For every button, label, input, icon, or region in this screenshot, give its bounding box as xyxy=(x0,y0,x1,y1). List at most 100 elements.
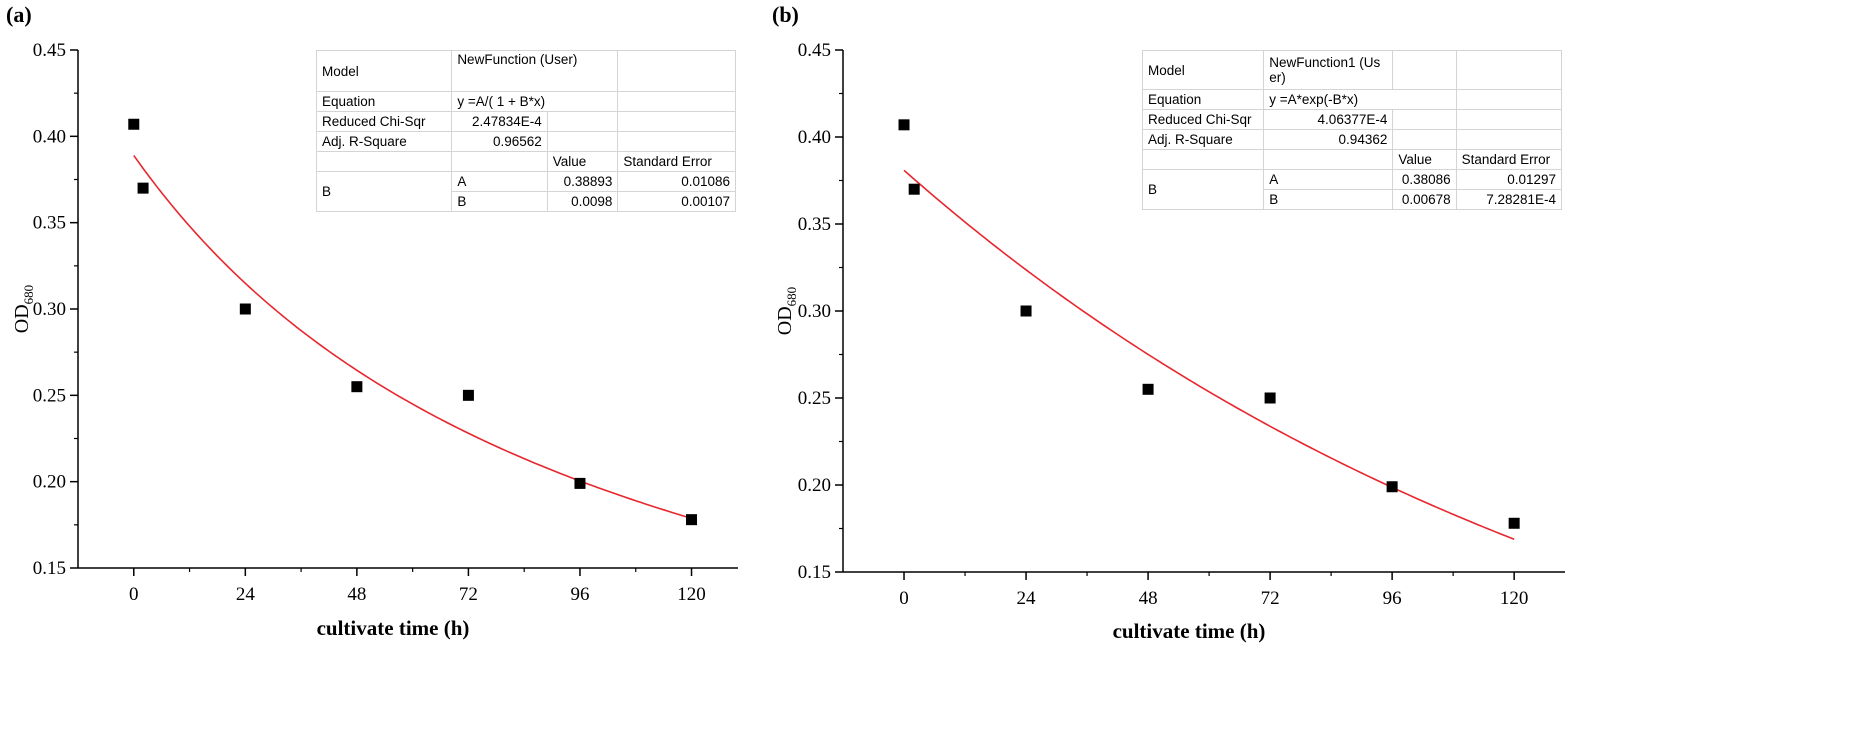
y-tick-label: 0.35 xyxy=(33,213,66,234)
data-point xyxy=(574,477,586,489)
param-value: 0.38086 xyxy=(1392,169,1457,190)
model-value-line2: er) xyxy=(1269,70,1286,85)
equation-value: y =A*exp(-B*x) xyxy=(1263,89,1457,110)
x-tick-label: 48 xyxy=(1139,588,1158,609)
y-tick-label: 0.45 xyxy=(33,40,66,61)
x-tick-label: 96 xyxy=(570,584,589,605)
y-tick-label: 0.15 xyxy=(33,558,66,579)
chart-panel-a: (a) 0.15 0.20 0.25 0.30 0.35 0.40 0.45 0 24 48 72 96… xyxy=(6,2,738,640)
panel-label: (b) xyxy=(772,2,799,27)
data-point xyxy=(462,389,474,401)
y-tick-label: 0.25 xyxy=(33,385,66,406)
y-tick-label: 0.15 xyxy=(798,562,831,583)
data-point xyxy=(1508,517,1520,529)
table-row: B A 0.38086 0.01297 xyxy=(1141,169,1563,210)
model-label: Model xyxy=(1141,50,1265,90)
y-tick-label: 0.45 xyxy=(798,40,831,61)
group-label: B xyxy=(315,171,453,212)
x-tick-label: 72 xyxy=(459,584,478,605)
param-name: A xyxy=(451,171,548,192)
data-point xyxy=(1020,305,1032,317)
data-point xyxy=(137,182,149,194)
table-row: Equation y =A*exp(-B*x) xyxy=(1141,89,1563,110)
x-axis-title: cultivate time (h) xyxy=(317,616,470,640)
y-axis-title: OD680 xyxy=(11,285,36,333)
x-tick-label: 24 xyxy=(236,584,256,605)
group-label: B xyxy=(1141,169,1265,210)
model-value: NewFunction (User) xyxy=(451,50,619,92)
param-name: A xyxy=(1263,169,1394,190)
chisq-value: 2.47834E-4 xyxy=(451,111,548,132)
table-row: Model NewFunction1 (Us er) xyxy=(1141,50,1563,90)
fit-table-b: Model NewFunction1 (Us er) Equation y =A*… xyxy=(1141,50,1563,210)
y-axis-title-subscript: 680 xyxy=(21,285,36,305)
table-row: Value Standard Error xyxy=(1141,149,1563,170)
y-axis-title: OD680 xyxy=(774,287,799,335)
param-stderr: 0.00107 xyxy=(617,191,736,212)
r2-label: Adj. R-Square xyxy=(315,131,453,152)
x-axis-title: cultivate time (h) xyxy=(1113,619,1266,643)
table-row: Model NewFunction (User) xyxy=(315,50,736,92)
fit-curve xyxy=(133,154,692,520)
chisq-label: Reduced Chi-Sqr xyxy=(315,111,453,132)
table-row: Adj. R-Square 0.96562 xyxy=(315,131,736,152)
fit-curve xyxy=(903,169,1515,540)
y-tick-label: 0.35 xyxy=(798,214,831,235)
param-value: 0.00678 xyxy=(1392,189,1457,210)
equation-value: y =A/( 1 + B*x) xyxy=(451,91,619,112)
value-header: Value xyxy=(546,151,619,172)
data-point xyxy=(898,119,910,131)
y-tick-label: 0.30 xyxy=(798,301,831,322)
param-name: B xyxy=(451,191,548,212)
table-row: B 0.0098 0.00107 xyxy=(317,191,736,212)
x-tick-label: 24 xyxy=(1017,588,1037,609)
r2-value: 0.94362 xyxy=(1263,129,1394,150)
table-row: Equation y =A/( 1 + B*x) xyxy=(315,91,736,112)
chisq-value: 4.06377E-4 xyxy=(1263,109,1394,130)
x-tick-label: 48 xyxy=(347,584,366,605)
data-point xyxy=(1264,392,1276,404)
equation-label: Equation xyxy=(1141,89,1265,110)
param-name: B xyxy=(1263,189,1394,210)
model-value-line1: NewFunction1 (Us xyxy=(1269,55,1381,70)
data-point xyxy=(686,514,698,526)
y-tick-label: 0.20 xyxy=(33,472,66,493)
y-tick-label: 0.25 xyxy=(798,388,831,409)
y-tick-label: 0.30 xyxy=(33,299,66,320)
y-axis-title-main: OD xyxy=(11,304,33,333)
param-stderr: 7.28281E-4 xyxy=(1455,189,1563,210)
data-point xyxy=(239,303,251,315)
value-header: Value xyxy=(1392,149,1457,170)
param-value: 0.38893 xyxy=(546,171,619,192)
x-tick-label: 120 xyxy=(1500,588,1529,609)
data-point xyxy=(128,118,140,130)
data-point xyxy=(1386,481,1398,493)
data-point xyxy=(908,183,920,195)
chisq-label: Reduced Chi-Sqr xyxy=(1141,109,1265,130)
x-tick-label: 0 xyxy=(899,588,909,609)
table-row: B A 0.38893 0.01086 xyxy=(315,171,736,212)
table-row: Reduced Chi-Sqr 4.06377E-4 xyxy=(1141,109,1563,130)
y-axis-title-main: OD xyxy=(774,306,796,335)
stderr-header: Standard Error xyxy=(617,151,736,172)
r2-label: Adj. R-Square xyxy=(1141,129,1265,150)
param-stderr: 0.01297 xyxy=(1455,169,1563,190)
chart-panel-b: (b) 0.15 0.20 0.25 0.30 0.35 0.40 0.45 0 24 48 72 96… xyxy=(772,2,1565,643)
table-row: Adj. R-Square 0.94362 xyxy=(1141,129,1563,150)
table-row: Reduced Chi-Sqr 2.47834E-4 xyxy=(315,111,736,132)
equation-label: Equation xyxy=(315,91,453,112)
y-axis-title-subscript: 680 xyxy=(784,287,799,307)
x-tick-label: 72 xyxy=(1261,588,1280,609)
stderr-header: Standard Error xyxy=(1455,149,1563,170)
fit-table-a: Model NewFunction (User) Equation y =A/(… xyxy=(315,50,736,212)
model-value: NewFunction1 (Us er) xyxy=(1263,50,1394,90)
y-tick-label: 0.40 xyxy=(798,127,831,148)
data-point xyxy=(351,381,363,393)
y-tick-label: 0.40 xyxy=(33,126,66,147)
data-point xyxy=(1142,383,1154,395)
x-tick-label: 96 xyxy=(1383,588,1402,609)
y-tick-label: 0.20 xyxy=(798,475,831,496)
panel-label: (a) xyxy=(6,2,32,27)
param-value: 0.0098 xyxy=(546,191,619,212)
